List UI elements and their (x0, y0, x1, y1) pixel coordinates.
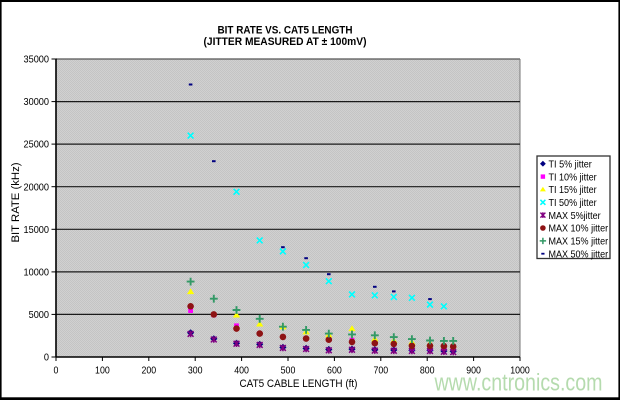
svg-text:15000: 15000 (24, 225, 50, 236)
svg-text:800: 800 (420, 366, 435, 377)
svg-text:100: 100 (95, 366, 110, 377)
svg-text:20000: 20000 (24, 182, 50, 193)
svg-text:MAX 5%jitter: MAX 5%jitter (549, 211, 602, 222)
svg-text:TI 10% jitter: TI 10% jitter (549, 172, 598, 183)
svg-text:200: 200 (141, 366, 156, 377)
svg-text:BIT RATE (kHz): BIT RATE (kHz) (10, 163, 22, 243)
svg-text:TI 15% jitter: TI 15% jitter (549, 185, 598, 196)
svg-text:700: 700 (373, 366, 388, 377)
svg-text:5000: 5000 (29, 310, 50, 321)
svg-text:BIT RATE VS. CAT5 LENGTH: BIT RATE VS. CAT5 LENGTH (218, 24, 353, 36)
svg-text:MAX 10% jitter: MAX 10% jitter (549, 224, 609, 235)
svg-text:600: 600 (327, 366, 342, 377)
svg-text:MAX 50% jitter: MAX 50% jitter (549, 249, 609, 260)
svg-text:25000: 25000 (24, 140, 50, 151)
svg-text:300: 300 (188, 366, 203, 377)
svg-text:(JITTER MEASURED AT ± 100mV): (JITTER MEASURED AT ± 100mV) (204, 36, 367, 48)
svg-text:1000: 1000 (510, 366, 530, 377)
svg-text:900: 900 (466, 366, 481, 377)
svg-text:10000: 10000 (24, 268, 50, 279)
svg-text:TI 50% jitter: TI 50% jitter (549, 198, 598, 209)
svg-text:0: 0 (54, 366, 59, 377)
svg-text:0: 0 (44, 353, 49, 364)
svg-text:400: 400 (234, 366, 249, 377)
svg-text:500: 500 (281, 366, 296, 377)
svg-text:MAX 15% jitter: MAX 15% jitter (549, 237, 609, 248)
svg-text:30000: 30000 (24, 97, 50, 108)
svg-text:www.cntronics.com: www.cntronics.com (434, 370, 603, 397)
svg-text:TI 5% jitter: TI 5% jitter (549, 159, 593, 170)
svg-text:CAT5 CABLE LENGTH (ft): CAT5 CABLE LENGTH (ft) (240, 378, 358, 390)
svg-text:35000: 35000 (24, 55, 50, 66)
